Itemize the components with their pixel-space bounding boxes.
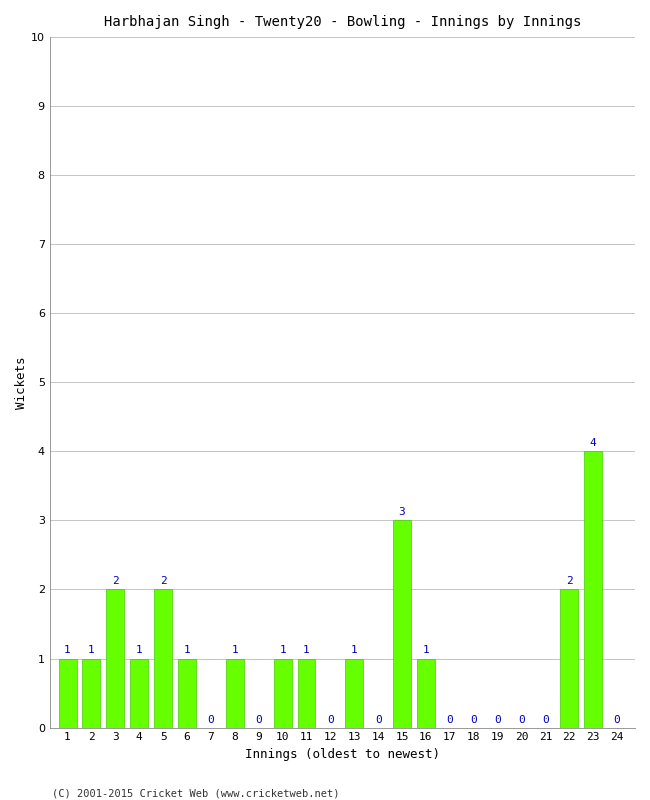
- Text: 4: 4: [590, 438, 597, 448]
- Text: 1: 1: [64, 645, 71, 655]
- Bar: [345, 658, 363, 727]
- Text: 0: 0: [471, 715, 477, 725]
- Text: 1: 1: [422, 645, 429, 655]
- Bar: [178, 658, 196, 727]
- Y-axis label: Wickets: Wickets: [15, 356, 28, 409]
- Text: 0: 0: [255, 715, 262, 725]
- Text: 1: 1: [303, 645, 310, 655]
- Text: 1: 1: [280, 645, 286, 655]
- Bar: [107, 590, 124, 727]
- Bar: [560, 590, 578, 727]
- Text: 2: 2: [566, 576, 573, 586]
- Text: 1: 1: [231, 645, 238, 655]
- Bar: [58, 658, 77, 727]
- Bar: [154, 590, 172, 727]
- Bar: [274, 658, 292, 727]
- Text: (C) 2001-2015 Cricket Web (www.cricketweb.net): (C) 2001-2015 Cricket Web (www.cricketwe…: [52, 788, 339, 798]
- Text: 0: 0: [207, 715, 214, 725]
- Text: 0: 0: [518, 715, 525, 725]
- Title: Harbhajan Singh - Twenty20 - Bowling - Innings by Innings: Harbhajan Singh - Twenty20 - Bowling - I…: [103, 15, 581, 29]
- Text: 0: 0: [494, 715, 501, 725]
- Bar: [130, 658, 148, 727]
- Bar: [417, 658, 435, 727]
- Text: 1: 1: [88, 645, 95, 655]
- Text: 1: 1: [351, 645, 358, 655]
- Text: 0: 0: [375, 715, 382, 725]
- Bar: [226, 658, 244, 727]
- Text: 1: 1: [184, 645, 190, 655]
- Text: 3: 3: [398, 507, 406, 517]
- Bar: [298, 658, 315, 727]
- Bar: [83, 658, 100, 727]
- Text: 2: 2: [112, 576, 119, 586]
- X-axis label: Innings (oldest to newest): Innings (oldest to newest): [245, 748, 440, 761]
- Text: 0: 0: [542, 715, 549, 725]
- Text: 0: 0: [447, 715, 453, 725]
- Bar: [393, 521, 411, 727]
- Bar: [584, 451, 602, 727]
- Text: 2: 2: [160, 576, 166, 586]
- Text: 1: 1: [136, 645, 142, 655]
- Text: 0: 0: [327, 715, 333, 725]
- Text: 0: 0: [614, 715, 621, 725]
